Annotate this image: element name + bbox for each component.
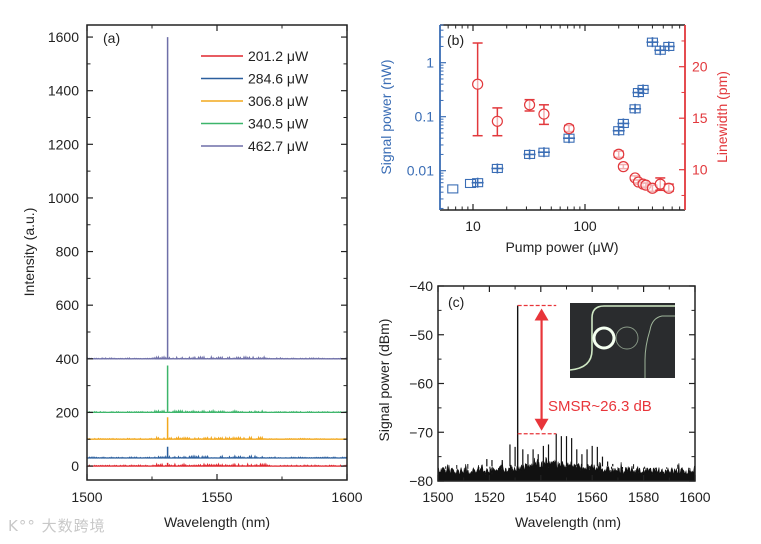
panel-label-c: (c) <box>448 294 464 310</box>
watermark-logo: K°° 大数跨境 <box>8 517 106 535</box>
y-axis-label-c: Signal power (dBm) <box>376 319 392 442</box>
y-tick-label-c: −60 <box>409 376 433 392</box>
y-tick-label-c: −40 <box>409 278 433 294</box>
x-axis-label-c: Wavelength (nm) <box>515 514 621 530</box>
y-tick-label-a: 400 <box>56 351 80 367</box>
x-tick-label-c: 1600 <box>679 489 710 505</box>
smsr-annotation: SMSR~26.3 dB <box>548 398 652 415</box>
series-line-2 <box>86 435 348 440</box>
panel-label-a: (a) <box>103 30 120 46</box>
inset-ring-dim <box>615 326 639 350</box>
x-axis-label-a: Wavelength (nm) <box>164 514 270 530</box>
panel-label-b: (b) <box>447 32 464 48</box>
y-tick-label-left-b: 0.1 <box>415 109 435 125</box>
y-tick-label-right-b: 10 <box>692 162 708 178</box>
y-tick-label-right-b: 20 <box>692 59 708 75</box>
signal-point-0 <box>447 184 459 194</box>
y-tick-label-a: 200 <box>56 404 80 420</box>
series-line-4 <box>86 355 348 360</box>
inset-ring-bright <box>592 326 616 350</box>
y-axis-label-right-b: Linewidth (pm) <box>714 71 730 163</box>
x-tick-label-a: 1600 <box>331 489 362 505</box>
linewidth-point-4 <box>563 122 575 135</box>
y-tick-label-a: 1200 <box>48 136 79 152</box>
y-axis-label-a: Intensity (a.u.) <box>21 208 37 297</box>
linewidth-point-0 <box>472 78 484 90</box>
legend-label-0: 201.2 μW <box>248 48 309 64</box>
inset-waveguide-2 <box>644 315 675 378</box>
linewidth-point-5 <box>613 148 625 160</box>
linewidth-point-2 <box>523 99 536 111</box>
series-line-3 <box>86 408 348 414</box>
y-tick-label-a: 1600 <box>48 29 79 45</box>
y-tick-label-c: −70 <box>409 424 433 440</box>
linewidth-point-13 <box>663 182 675 194</box>
series-line-0 <box>86 462 348 467</box>
y-tick-label-a: 1400 <box>48 83 79 99</box>
x-tick-label-b: 10 <box>465 218 481 234</box>
y-tick-label-a: 1000 <box>48 190 79 206</box>
legend-label-4: 462.7 μW <box>248 138 309 154</box>
y-tick-label-c: −80 <box>409 473 433 489</box>
inset-micrograph-image <box>569 303 675 378</box>
arrow-up-icon <box>534 308 549 321</box>
y-axis-label-left-b: Signal power (nW) <box>378 59 394 174</box>
x-tick-label-c: 1560 <box>577 489 608 505</box>
x-tick-label-b: 100 <box>573 218 597 234</box>
x-tick-label-c: 1580 <box>628 489 659 505</box>
linewidth-point-1 <box>491 115 503 127</box>
x-tick-label-c: 1520 <box>474 489 505 505</box>
legend-label-1: 284.6 μW <box>248 71 309 87</box>
arrow-down-icon <box>534 418 549 431</box>
legend-label-3: 340.5 μW <box>248 116 309 132</box>
inset-background <box>570 303 675 378</box>
x-tick-label-a: 1500 <box>71 489 102 505</box>
legend-label-2: 306.8 μW <box>248 93 309 109</box>
inset-waveguide-1 <box>569 305 675 371</box>
y-tick-label-c: −50 <box>409 327 433 343</box>
y-tick-label-a: 0 <box>71 458 79 474</box>
linewidth-point-6 <box>617 161 629 173</box>
y-tick-label-left-b: 0.01 <box>407 163 434 179</box>
y-tick-label-right-b: 15 <box>692 110 708 126</box>
x-axis-label-b: Pump power (μW) <box>505 239 618 255</box>
x-tick-label-c: 1500 <box>422 489 453 505</box>
y-tick-label-a: 800 <box>56 244 80 260</box>
series-line-1 <box>86 454 348 459</box>
y-tick-label-left-b: 1 <box>426 55 434 71</box>
x-tick-label-c: 1540 <box>525 489 556 505</box>
y-tick-label-a: 600 <box>56 297 80 313</box>
x-tick-label-a: 1550 <box>201 489 232 505</box>
linewidth-point-3 <box>538 108 550 120</box>
